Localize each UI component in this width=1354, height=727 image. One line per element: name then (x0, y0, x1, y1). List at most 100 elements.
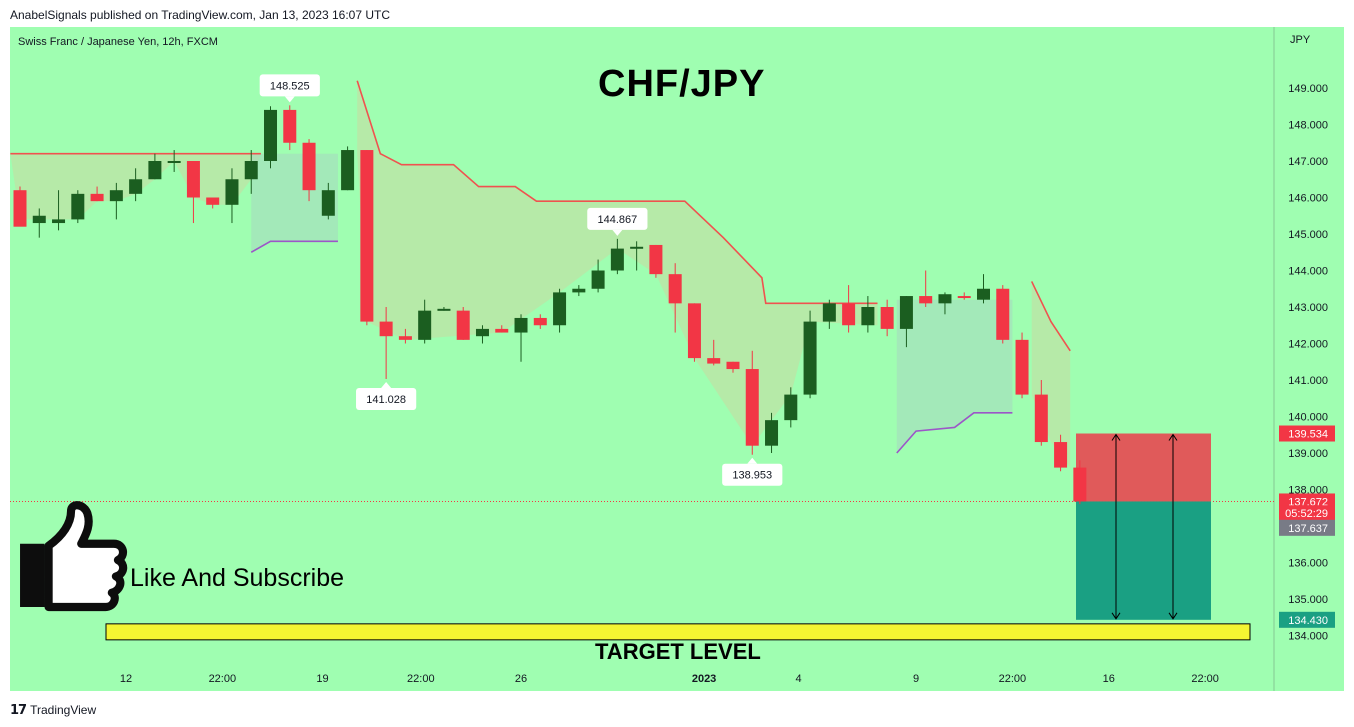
like-subscribe-text: Like And Subscribe (130, 564, 345, 592)
price-tick-label: 148.000 (1288, 120, 1328, 132)
candle-body (514, 317, 528, 333)
footer[interactable]: 𝟭𝟳 TradingView (10, 702, 96, 718)
price-annotation: 141.028 (356, 381, 417, 410)
thumb-hand (44, 501, 128, 612)
candle (495, 325, 509, 333)
candle (1034, 380, 1048, 446)
candle (13, 186, 27, 227)
candle-body (533, 317, 547, 326)
time-tick-label: 12 (120, 673, 132, 685)
candle-body (418, 310, 432, 340)
time-tick-label: 4 (795, 673, 801, 685)
annotation-label: 141.028 (366, 394, 406, 406)
time-tick-label: 22:00 (209, 673, 237, 685)
annotation-box (259, 74, 320, 97)
target-level-text: TARGET LEVEL (595, 639, 761, 664)
footer-brand: TradingView (30, 703, 97, 717)
candle-body (996, 288, 1010, 340)
candle (475, 325, 489, 344)
candle-body (52, 219, 66, 224)
candle (206, 197, 220, 209)
price-tick-label: 141.000 (1288, 375, 1328, 387)
candle (784, 387, 798, 428)
measure-arrow-head-bottom-1 (1111, 612, 1121, 620)
annotation-pointer (612, 229, 623, 236)
upper-trail-line-3 (1030, 281, 1071, 352)
publisher-line: AnabelSignals published on TradingView.c… (10, 8, 391, 22)
annotation-label: 148.525 (270, 80, 310, 92)
time-tick-label: 22:00 (999, 673, 1027, 685)
candle-body (321, 190, 335, 216)
price-tick-label: 144.000 (1288, 266, 1328, 278)
candle (167, 150, 181, 172)
candle-body (13, 190, 27, 227)
time-tick-label: 16 (1103, 673, 1115, 685)
candle (842, 285, 856, 333)
candle (437, 307, 451, 311)
candle-body (456, 310, 470, 340)
candle (553, 288, 567, 333)
price-tick-label: 149.000 (1288, 83, 1328, 95)
currency-label: JPY (1290, 34, 1311, 46)
chart-frame[interactable]: 148.525 141.028 144.867 138.953 149.000 148.0… (10, 27, 1344, 691)
price-tag-label: 134.430 (1288, 615, 1328, 627)
price-tick-label: 146.000 (1288, 193, 1328, 205)
chart-canvas[interactable]: 148.525 141.028 144.867 138.953 149.000 148.0… (10, 27, 1344, 691)
candle (264, 106, 278, 169)
candle-body (186, 161, 200, 198)
candle (745, 350, 759, 455)
candle-body (341, 150, 355, 191)
candle (822, 299, 836, 329)
candle (707, 339, 721, 366)
price-tick-label: 139.000 (1288, 448, 1328, 460)
price-tick-label: 143.000 (1288, 302, 1328, 314)
cloud-area-5 (1031, 281, 1071, 468)
price-tag (1279, 425, 1335, 442)
candle (726, 361, 740, 373)
take-profit-zone (1076, 501, 1211, 620)
candle (379, 307, 393, 379)
candle-body (957, 296, 971, 299)
candle (341, 146, 355, 191)
candle (71, 190, 85, 224)
candle (52, 190, 66, 231)
candle (861, 296, 875, 333)
candle-body (784, 394, 798, 421)
target-level-bar (105, 623, 1251, 641)
candle-body (822, 303, 836, 322)
candle (765, 412, 779, 453)
candle-body (861, 307, 875, 326)
candle-body (880, 307, 894, 329)
annotation-label: 138.953 (732, 470, 772, 482)
candle-body (553, 292, 567, 326)
candle-body (687, 303, 701, 359)
annotation-box (356, 387, 417, 410)
candle-body (264, 109, 278, 161)
price-tick-label: 140.000 (1288, 412, 1328, 424)
annotation-pointer (284, 96, 295, 103)
candle-body (649, 244, 663, 275)
candle-body (1054, 442, 1068, 468)
candle (398, 328, 412, 344)
candle-body (1073, 467, 1087, 502)
price-tick-label: 134.000 (1288, 631, 1328, 643)
annotation-box (587, 207, 648, 230)
cloud-area-4 (896, 299, 1013, 453)
cloud-area-3 (357, 80, 878, 446)
candle-body (398, 336, 412, 340)
price-tick-label: 142.000 (1288, 339, 1328, 351)
candle (283, 105, 297, 151)
candle-body (475, 328, 489, 337)
candle (32, 208, 46, 238)
candle (148, 153, 162, 180)
price-tick-label: 136.000 (1288, 558, 1328, 570)
candle (880, 299, 894, 337)
candle-body (899, 296, 913, 329)
candle-body (244, 161, 258, 180)
upper-trail-line-2 (356, 80, 878, 305)
candle-body (437, 308, 451, 311)
candle (630, 241, 644, 271)
candle (1054, 434, 1068, 472)
candle-body (167, 161, 181, 163)
lower-trail-line-1 (250, 240, 338, 253)
